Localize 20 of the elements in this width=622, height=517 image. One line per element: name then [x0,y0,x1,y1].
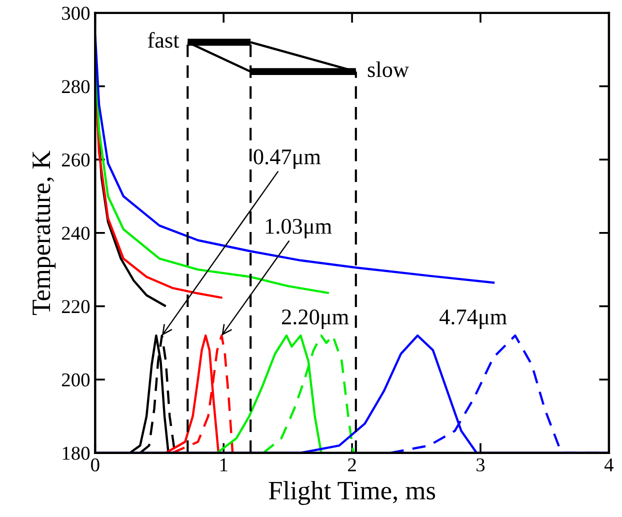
y-axis-title: Temperature, K [32,150,56,316]
x-axis-title: Flight Time, ms [268,480,436,505]
x-tick-label: 0 [91,458,100,472]
y-tick-label: 240 [62,226,90,240]
y-tick-label: 280 [62,80,90,94]
x-tick-label: 3 [476,458,485,472]
y-tick-label: 300 [62,6,90,20]
annotation: 0.47μm [254,149,321,169]
x-tick-label: 2 [348,458,356,472]
x-tick-label: 4 [604,458,614,472]
annotation: 4.74μm [440,310,507,329]
annotation: 1.03μm [266,218,332,238]
annotation: slow [368,62,409,78]
y-tick-label: 200 [62,373,90,386]
y-tick-label: 220 [62,300,90,314]
annotation: fast [148,32,180,48]
y-tick-label: 180 [62,446,90,460]
x-tick-label: 1 [220,458,228,472]
y-tick-label: 260 [62,153,90,167]
annotation: 2.20μm [282,309,349,329]
